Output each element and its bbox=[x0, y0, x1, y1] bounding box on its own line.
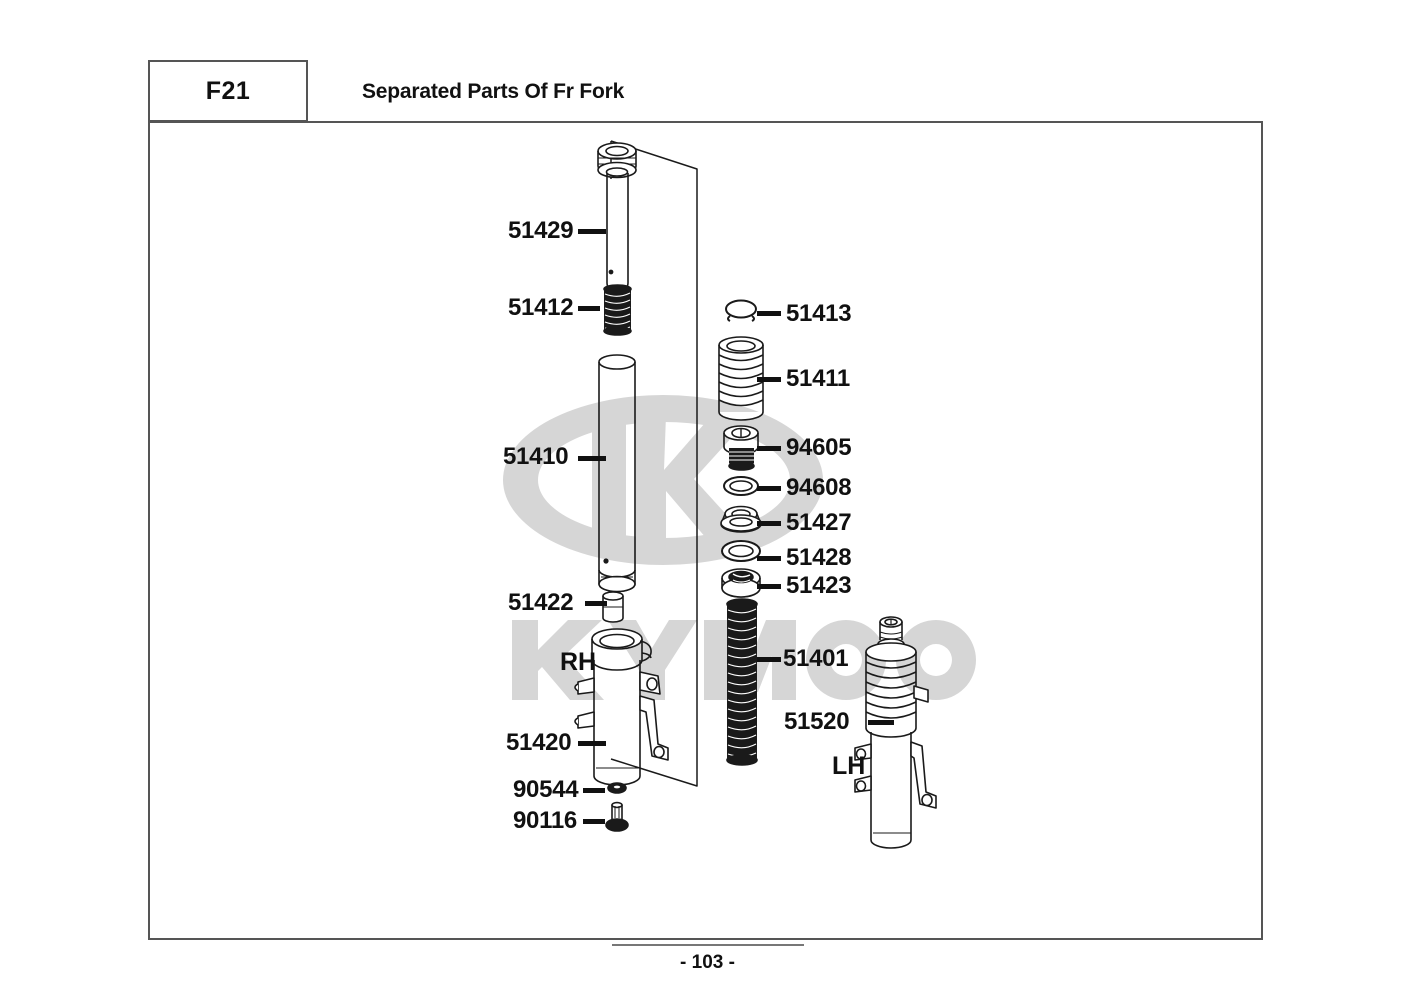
part-label-51420: 51420 bbox=[506, 729, 572, 756]
section-code: F21 bbox=[205, 76, 251, 105]
part-51520-fork-assy-lh bbox=[854, 616, 937, 849]
part-51422-oil-lock-piece bbox=[602, 591, 624, 623]
leader-line-51423 bbox=[757, 584, 781, 589]
diagram-frame bbox=[148, 121, 1263, 940]
part-label-51422: 51422 bbox=[508, 589, 574, 616]
part-51401-fork-spring bbox=[726, 598, 758, 766]
leader-line-51401 bbox=[757, 657, 781, 662]
leader-line-51410 bbox=[578, 456, 606, 461]
part-label-51429: 51429 bbox=[508, 217, 574, 244]
leader-line-51413 bbox=[757, 311, 781, 316]
footer-rule bbox=[612, 944, 804, 946]
part-94608-o-ring bbox=[723, 476, 759, 496]
part-label-51427: 51427 bbox=[786, 509, 852, 536]
leader-line-51422 bbox=[585, 601, 607, 606]
part-90544-washer bbox=[607, 782, 627, 794]
part-51428-back-up-ring bbox=[721, 540, 761, 562]
page-number: - 103 - bbox=[680, 952, 735, 973]
leader-line-51429 bbox=[578, 229, 606, 234]
leader-line-51427 bbox=[757, 521, 781, 526]
part-90116-socket-bolt bbox=[605, 801, 629, 832]
leader-line-94608 bbox=[757, 486, 781, 491]
part-51410-inner-tube bbox=[598, 354, 636, 593]
part-51423-guide-bush bbox=[721, 568, 761, 598]
part-label-51428: 51428 bbox=[786, 544, 852, 571]
leader-line-51412 bbox=[578, 306, 600, 311]
part-label-90544: 90544 bbox=[513, 776, 579, 803]
part-label-51423: 51423 bbox=[786, 572, 852, 599]
part-51413-snap-ring bbox=[725, 299, 757, 322]
leader-line-51411 bbox=[757, 377, 781, 382]
leader-line-51428 bbox=[757, 556, 781, 561]
part-51427-oil-seal bbox=[720, 505, 762, 533]
part-label-51412: 51412 bbox=[508, 294, 574, 321]
leader-line-94605 bbox=[757, 446, 781, 451]
part-label-51520: 51520 bbox=[784, 708, 850, 735]
leader-line-51420 bbox=[578, 741, 606, 746]
part-label-51410: 51410 bbox=[503, 443, 569, 470]
part-51420-outer-tube-rh bbox=[574, 628, 669, 786]
part-label-90116: 90116 bbox=[513, 807, 577, 834]
part-51411-dust-boot bbox=[718, 336, 764, 421]
part-label-51401: 51401 bbox=[783, 645, 849, 672]
part-94605-fork-bolt bbox=[723, 425, 759, 471]
page-title: Separated Parts Of Fr Fork bbox=[362, 80, 625, 103]
part-label-94608: 94608 bbox=[786, 474, 852, 501]
part-51412-rebound-spring bbox=[603, 284, 632, 336]
part-51429-damper-rod bbox=[597, 142, 637, 293]
part-label-94605: 94605 bbox=[786, 434, 852, 461]
rh-label: RH bbox=[560, 648, 597, 676]
leader-line-90544 bbox=[583, 788, 605, 793]
leader-line-90116 bbox=[583, 819, 605, 824]
part-label-51411: 51411 bbox=[786, 365, 850, 392]
lh-label: LH bbox=[832, 752, 866, 780]
leader-line-51520 bbox=[868, 720, 894, 725]
part-label-51413: 51413 bbox=[786, 300, 852, 327]
